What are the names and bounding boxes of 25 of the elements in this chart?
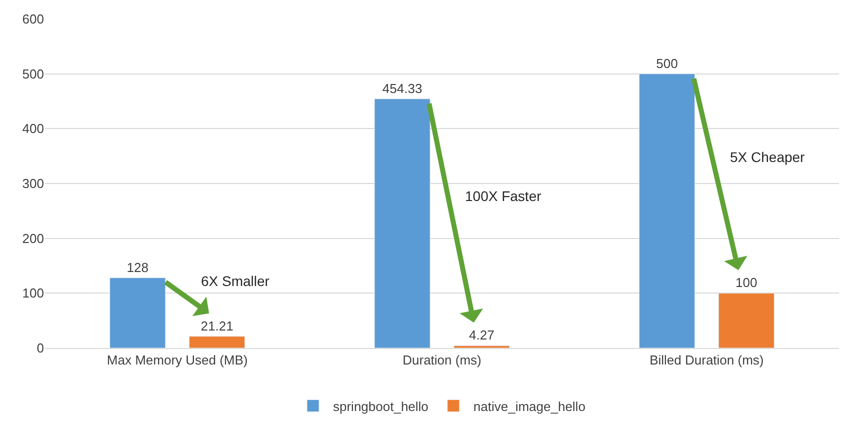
data-label: 4.27 — [469, 328, 494, 343]
legend-label: springboot_hello — [333, 398, 428, 414]
bar — [110, 278, 166, 348]
y-tick-label: 0 — [36, 340, 44, 356]
y-tick-label: 200 — [22, 230, 44, 246]
data-label: 454.33 — [382, 80, 422, 96]
annotation: 100X Faster — [465, 188, 542, 204]
x-tick-label: Max Memory Used (MB) — [106, 352, 248, 368]
data-label: 21.21 — [200, 318, 234, 334]
data-label: 500 — [656, 56, 678, 71]
bar — [188, 336, 246, 348]
x-tick-label: Duration (ms) — [402, 352, 482, 368]
y-tick-label: 300 — [22, 176, 44, 192]
data-label: 100 — [736, 275, 758, 290]
bar — [454, 345, 510, 348]
annotation: 6X Smaller — [201, 273, 270, 289]
y-tick-label: 600 — [22, 12, 44, 27]
x-tick-label: Billed Duration (ms) — [650, 352, 764, 368]
y-tick-label: 400 — [22, 121, 44, 136]
legend-label: native_image_hello — [473, 398, 586, 414]
data-label: 128 — [126, 260, 148, 275]
annotation: 5X Cheaper — [730, 149, 806, 165]
bar — [718, 292, 774, 348]
y-tick-label: 100 — [22, 286, 44, 301]
y-tick-label: 500 — [22, 66, 44, 82]
